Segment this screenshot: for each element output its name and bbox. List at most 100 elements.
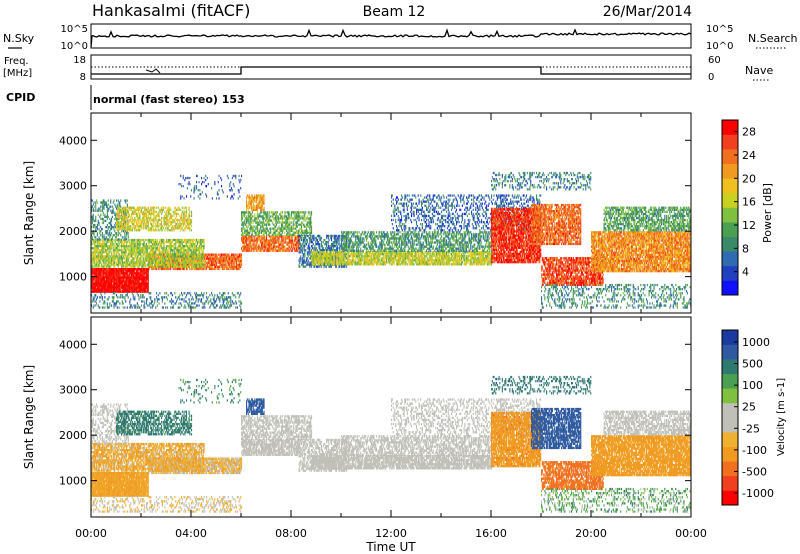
power-cell bbox=[247, 219, 249, 222]
power-cell bbox=[248, 229, 250, 232]
power-cell bbox=[121, 265, 123, 268]
power-cell bbox=[101, 265, 103, 268]
power-cell bbox=[95, 238, 97, 242]
power-cell bbox=[189, 247, 191, 250]
power-cell bbox=[158, 214, 160, 218]
power-cell bbox=[174, 255, 176, 258]
power-cell bbox=[155, 227, 157, 230]
power-cell bbox=[118, 257, 120, 260]
power-cell bbox=[112, 261, 114, 264]
power-cell bbox=[181, 261, 183, 264]
power-cell bbox=[154, 206, 156, 209]
power-cell bbox=[96, 280, 98, 283]
power-cell bbox=[248, 196, 250, 199]
power-cell bbox=[128, 261, 130, 264]
power-cell bbox=[144, 251, 146, 254]
power-cell bbox=[107, 247, 109, 250]
power-cell bbox=[119, 290, 121, 293]
power-cell bbox=[121, 236, 123, 239]
power-cell bbox=[104, 282, 106, 285]
power-cell bbox=[302, 217, 304, 220]
power-cell bbox=[191, 221, 193, 224]
power-cell bbox=[259, 245, 261, 248]
power-cell bbox=[131, 261, 133, 264]
power-cell bbox=[133, 245, 135, 248]
power-cell bbox=[144, 276, 146, 279]
power-cell bbox=[131, 282, 133, 285]
power-cell bbox=[109, 234, 111, 237]
power-cell bbox=[127, 206, 129, 209]
power-cell bbox=[227, 255, 229, 258]
power-cell bbox=[191, 238, 193, 242]
power-cell bbox=[186, 216, 188, 220]
power-cell bbox=[96, 223, 98, 227]
power-cell bbox=[194, 253, 196, 256]
power-cell bbox=[104, 247, 106, 250]
power-cell bbox=[113, 265, 115, 268]
power-cell bbox=[141, 238, 143, 242]
power-cell bbox=[135, 282, 137, 285]
power-cell bbox=[184, 267, 186, 271]
power-cell bbox=[201, 253, 203, 256]
power-cell bbox=[109, 261, 111, 264]
power-cell bbox=[158, 212, 160, 216]
power-cell bbox=[114, 251, 116, 254]
power-cell bbox=[143, 286, 145, 289]
power-cell bbox=[274, 241, 276, 244]
power-cell bbox=[115, 284, 117, 287]
power-cell bbox=[97, 274, 99, 277]
power-cell bbox=[181, 206, 183, 209]
power-cell bbox=[121, 282, 123, 285]
power-cell bbox=[121, 249, 123, 252]
power-cell bbox=[141, 280, 143, 283]
power-cell bbox=[129, 282, 131, 285]
power-cell bbox=[291, 237, 293, 240]
power-cell bbox=[308, 219, 310, 222]
power-cell bbox=[148, 253, 150, 256]
power-cell bbox=[277, 219, 279, 222]
power-cell bbox=[103, 238, 105, 241]
power-cell bbox=[232, 263, 234, 266]
power-cell bbox=[281, 223, 283, 226]
power-cell bbox=[125, 255, 127, 258]
power-cell bbox=[193, 249, 195, 252]
power-cell bbox=[248, 245, 250, 248]
power-cell bbox=[280, 215, 282, 218]
power-cell bbox=[145, 251, 147, 254]
power-cell bbox=[102, 201, 104, 204]
power-cell bbox=[121, 290, 123, 293]
power-cell bbox=[186, 245, 188, 248]
power-cell bbox=[152, 261, 154, 264]
power-cell bbox=[153, 257, 155, 260]
power-cell bbox=[168, 253, 170, 256]
power-cell bbox=[106, 265, 108, 268]
power-cell bbox=[252, 241, 254, 244]
power-cell bbox=[133, 276, 135, 279]
power-cell bbox=[262, 243, 264, 246]
power-cell bbox=[142, 288, 144, 291]
power-cell bbox=[287, 227, 289, 230]
power-cell bbox=[91, 290, 93, 293]
power-cell bbox=[191, 243, 193, 246]
power-cell bbox=[251, 196, 253, 199]
power-cell bbox=[164, 210, 166, 213]
power-cell bbox=[264, 211, 266, 214]
power-cell bbox=[125, 223, 127, 226]
power-cell bbox=[117, 216, 119, 220]
power-cell bbox=[97, 270, 99, 273]
power-cell bbox=[118, 212, 120, 216]
power-cell bbox=[187, 223, 189, 226]
power-cell bbox=[252, 227, 254, 230]
power-cell bbox=[126, 276, 128, 279]
power-cell bbox=[166, 223, 168, 226]
power-cell bbox=[96, 284, 98, 287]
power-cell bbox=[254, 225, 256, 228]
power-cell bbox=[171, 265, 173, 268]
power-cell bbox=[124, 212, 126, 216]
power-cell bbox=[146, 216, 148, 220]
power-cell bbox=[92, 270, 94, 273]
power-cell bbox=[191, 259, 193, 262]
power-cell bbox=[280, 211, 282, 214]
power-cell bbox=[123, 278, 125, 281]
power-cell bbox=[108, 247, 110, 250]
